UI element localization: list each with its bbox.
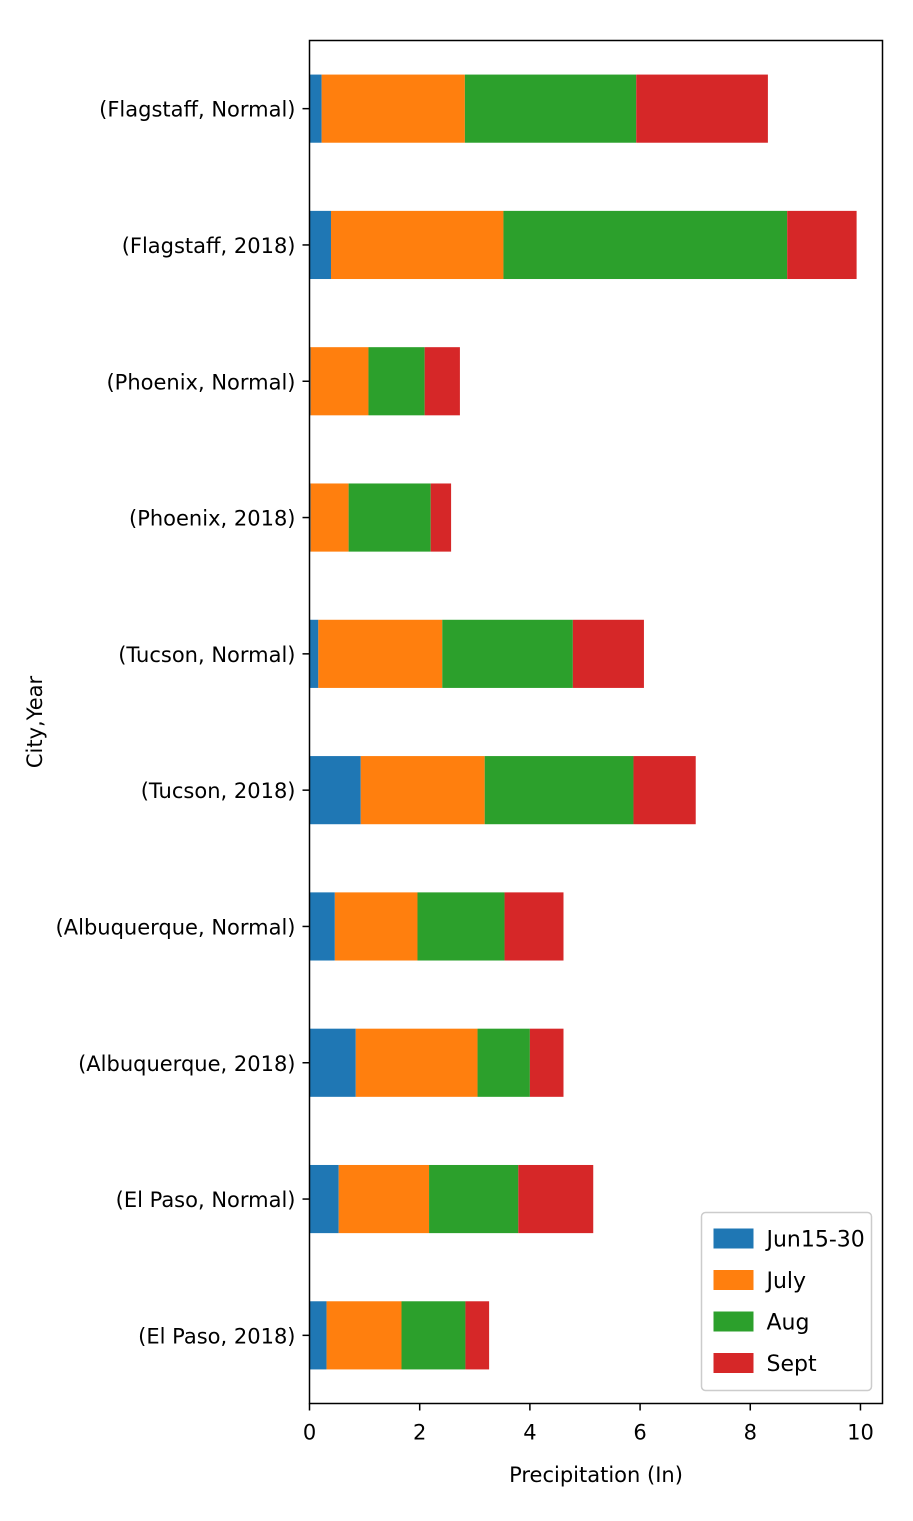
bar-july-9: [326, 1301, 402, 1370]
bar-sept-5: [633, 756, 696, 825]
bar-sept-8: [518, 1164, 594, 1234]
bar-aug-7: [477, 1028, 530, 1097]
bar-july-1: [330, 210, 504, 280]
bar-aug-5: [484, 756, 634, 825]
bar-aug-1: [503, 210, 788, 280]
bar-aug-3: [348, 483, 431, 552]
y-tick-label: (Flagstaff, Normal): [99, 98, 295, 122]
y-tick-label: (Albuquerque, Normal): [56, 915, 296, 939]
x-tick-label: 8: [744, 1421, 757, 1445]
bar-jun15-30-5: [309, 756, 361, 825]
legend-swatch-sept: [713, 1353, 754, 1373]
y-axis-title: City,Year: [23, 675, 47, 768]
legend-swatch-aug: [713, 1311, 754, 1332]
x-tick-label: 10: [847, 1421, 874, 1445]
bar-sept-7: [529, 1028, 564, 1097]
bar-sept-1: [787, 210, 857, 280]
plot-frame: [308, 39, 884, 1405]
bar-july-3: [310, 483, 349, 552]
x-tick-label: 6: [633, 1421, 646, 1445]
bar-july-8: [338, 1164, 430, 1234]
bar-aug-6: [417, 892, 505, 961]
legend-label: Sept: [767, 1352, 817, 1377]
bar-jun15-30-7: [309, 1028, 356, 1097]
bar-aug-0: [464, 74, 637, 143]
bar-aug-8: [429, 1164, 519, 1234]
x-axis-title: Precipitation (In): [509, 1463, 683, 1487]
legend-swatch-jun15-30: [713, 1228, 754, 1249]
legend-box: [700, 1211, 873, 1392]
bar-jun15-30-9: [309, 1301, 327, 1370]
bar-july-0: [321, 74, 465, 143]
bar-aug-4: [442, 619, 573, 688]
bar-sept-6: [504, 892, 564, 961]
bar-jun15-30-4: [309, 619, 319, 688]
bar-sept-9: [465, 1301, 490, 1370]
y-tick-label: (Phoenix, 2018): [129, 507, 296, 531]
bars-layer: [309, 74, 857, 1370]
y-tick-label: (Albuquerque, 2018): [78, 1052, 295, 1076]
x-tick-label: 2: [413, 1421, 426, 1445]
bar-july-6: [334, 892, 418, 961]
bar-sept-2: [424, 347, 460, 416]
bar-jun15-30-1: [309, 210, 331, 280]
y-tick-label: (Flagstaff, 2018): [122, 234, 296, 258]
legend: Jun15-30 July Aug Sept: [700, 1211, 873, 1392]
bar-july-4: [318, 619, 443, 688]
y-tick-label: (El Paso, Normal): [116, 1188, 296, 1212]
bar-jun15-30-6: [309, 892, 335, 961]
bar-july-7: [355, 1028, 478, 1097]
bar-sept-3: [430, 483, 452, 552]
y-tick-label: (Tucson, Normal): [118, 643, 295, 667]
x-tick-label: 4: [523, 1421, 536, 1445]
bar-aug-2: [368, 347, 425, 416]
y-axis: (Flagstaff, Normal) (Flagstaff, 2018) (Pho…: [56, 98, 310, 1348]
legend-label: Jun15-30: [765, 1228, 865, 1253]
bar-jun15-30-0: [309, 74, 322, 143]
legend-label: July: [765, 1269, 807, 1294]
bar-july-5: [360, 756, 485, 825]
x-axis: 0 2 4 6 8 10: [303, 1403, 874, 1445]
legend-label: Aug: [767, 1311, 810, 1336]
x-tick-label: 0: [303, 1421, 316, 1445]
y-tick-label: (Tucson, 2018): [141, 779, 296, 803]
bar-aug-9: [401, 1301, 466, 1370]
y-tick-label: (El Paso, 2018): [138, 1324, 295, 1348]
bar-jun15-30-8: [309, 1164, 339, 1234]
y-tick-label: (Phoenix, Normal): [106, 370, 295, 394]
bar-july-2: [310, 347, 369, 416]
bar-sept-4: [572, 619, 644, 688]
bar-sept-0: [636, 74, 768, 143]
legend-swatch-july: [713, 1270, 754, 1290]
